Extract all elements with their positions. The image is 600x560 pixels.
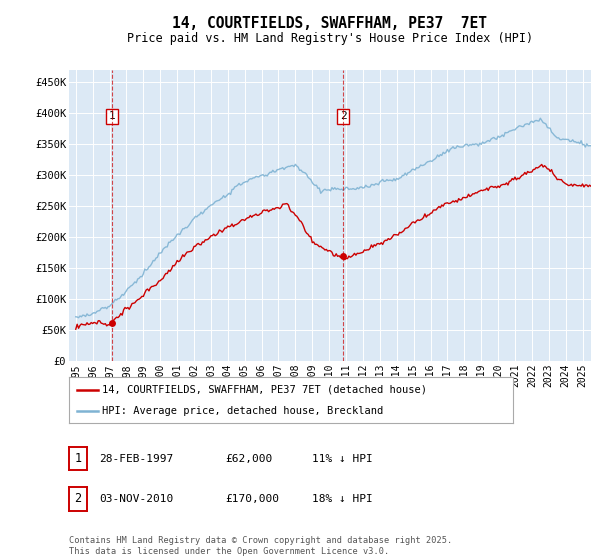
Text: 1: 1	[74, 452, 82, 465]
Text: 14, COURTFIELDS, SWAFFHAM, PE37 7ET (detached house): 14, COURTFIELDS, SWAFFHAM, PE37 7ET (det…	[102, 385, 427, 395]
Text: 14, COURTFIELDS, SWAFFHAM, PE37  7ET: 14, COURTFIELDS, SWAFFHAM, PE37 7ET	[173, 16, 487, 31]
Text: HPI: Average price, detached house, Breckland: HPI: Average price, detached house, Brec…	[102, 407, 383, 416]
Text: 2: 2	[74, 492, 82, 506]
Text: Price paid vs. HM Land Registry's House Price Index (HPI): Price paid vs. HM Land Registry's House …	[127, 31, 533, 45]
Text: 28-FEB-1997: 28-FEB-1997	[99, 454, 173, 464]
Text: 2: 2	[340, 111, 347, 122]
Text: Contains HM Land Registry data © Crown copyright and database right 2025.
This d: Contains HM Land Registry data © Crown c…	[69, 536, 452, 556]
Text: 18% ↓ HPI: 18% ↓ HPI	[312, 494, 373, 504]
Text: £170,000: £170,000	[225, 494, 279, 504]
Text: 11% ↓ HPI: 11% ↓ HPI	[312, 454, 373, 464]
Text: 1: 1	[109, 111, 115, 122]
Text: £62,000: £62,000	[225, 454, 272, 464]
Text: 03-NOV-2010: 03-NOV-2010	[99, 494, 173, 504]
